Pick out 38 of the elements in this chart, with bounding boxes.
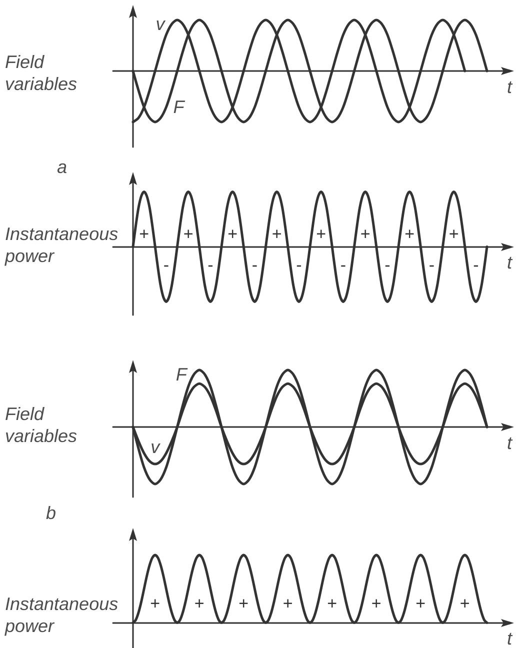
annotation: + bbox=[183, 224, 194, 244]
annotation: + bbox=[360, 224, 370, 244]
annotation: + bbox=[150, 594, 160, 614]
annotation: - bbox=[384, 255, 390, 274]
annotation: + bbox=[139, 224, 150, 244]
annotation: - bbox=[208, 255, 214, 274]
legend-label: F bbox=[176, 364, 188, 385]
series-label: F bbox=[173, 97, 186, 118]
x-axis-title: t bbox=[506, 252, 513, 273]
annotation: + bbox=[238, 594, 249, 614]
annotation: - bbox=[428, 255, 435, 274]
annotation: + bbox=[416, 594, 426, 614]
annotation: + bbox=[448, 224, 459, 244]
y-axis-title: Field variables bbox=[5, 404, 78, 446]
annotation: - bbox=[296, 255, 302, 274]
annotation: - bbox=[473, 255, 479, 274]
y-axis-title: Instantaneous power bbox=[4, 224, 118, 266]
annotation: + bbox=[282, 594, 293, 614]
y-axis-title: Instantaneous power bbox=[4, 594, 118, 636]
annotation: + bbox=[327, 594, 338, 614]
annotation: - bbox=[340, 255, 346, 274]
annotation: - bbox=[163, 255, 170, 274]
text: b bbox=[46, 503, 56, 523]
annotation: + bbox=[272, 224, 282, 244]
y-axis-title: Field variables bbox=[5, 52, 78, 94]
annotation: + bbox=[194, 594, 204, 614]
x-axis-title: t bbox=[506, 628, 513, 648]
series-label: v bbox=[150, 437, 161, 458]
annotation: + bbox=[316, 224, 326, 244]
annotation: + bbox=[371, 594, 382, 614]
text: a bbox=[56, 157, 68, 177]
x-axis-title: t bbox=[506, 433, 513, 453]
annotation: + bbox=[460, 594, 470, 614]
annotation: - bbox=[252, 255, 258, 274]
annotation: + bbox=[404, 224, 415, 244]
series-label: v bbox=[156, 14, 166, 34]
annotation: + bbox=[228, 224, 238, 244]
x-axis-title: t bbox=[506, 77, 513, 97]
